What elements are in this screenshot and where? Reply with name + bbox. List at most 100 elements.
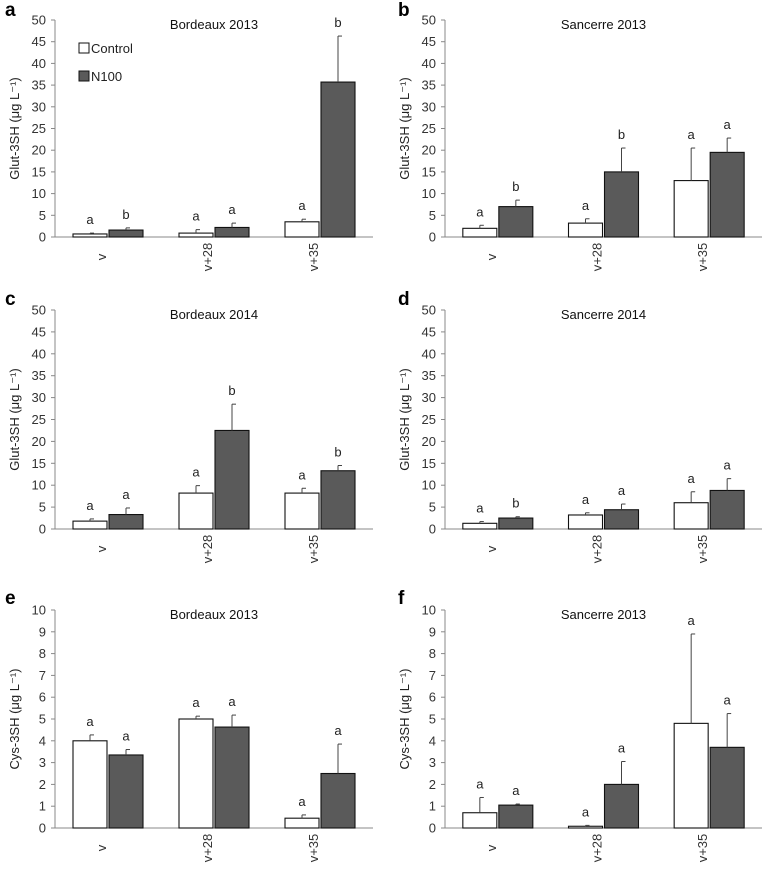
bar-n100-vplus35: [320, 81, 356, 238]
significance-letter: a: [582, 492, 590, 507]
y-tick-label: 20: [32, 434, 46, 449]
y-tick-label: 30: [422, 99, 436, 114]
y-tick-label: 25: [32, 121, 46, 136]
y-tick-label: 20: [422, 434, 436, 449]
y-tick-label: 3: [429, 755, 436, 770]
y-axis-label: Glut-3SH (μg L⁻¹): [7, 77, 22, 179]
x-tick-label: v: [484, 844, 499, 851]
bar-control-vplus35: [673, 180, 709, 238]
x-tick-label: v+28: [590, 535, 605, 564]
y-tick-label: 0: [39, 230, 46, 245]
significance-letter: b: [228, 383, 235, 398]
bar-n100-vplus35: [709, 489, 745, 530]
y-tick-label: 45: [32, 324, 46, 339]
x-tick-label: v+35: [695, 243, 710, 272]
legend-swatch-control: [78, 42, 90, 54]
significance-letter: b: [512, 496, 519, 511]
y-tick-label: 5: [39, 500, 46, 515]
significance-letter: a: [688, 613, 696, 628]
y-tick-label: 0: [429, 522, 436, 537]
bar-n100-vplus35: [709, 151, 745, 238]
significance-letter: a: [618, 483, 626, 498]
significance-letter: a: [724, 117, 732, 132]
legend: Control N100: [78, 41, 133, 84]
bar-n100-vplus28: [603, 171, 640, 238]
y-tick-label: 35: [32, 368, 46, 383]
significance-letter: a: [618, 741, 626, 756]
y-tick-label: 10: [422, 478, 436, 493]
y-tick-label: 5: [429, 712, 436, 727]
x-tick-label: v: [484, 545, 499, 552]
bar-n100-v: [498, 206, 534, 238]
chart-title: Sancerre 2013: [561, 17, 646, 32]
chart-title: Sancerre 2013: [561, 607, 646, 622]
x-tick-label: v+28: [200, 834, 215, 863]
significance-letter: a: [298, 198, 306, 213]
y-tick-label: 25: [422, 412, 436, 427]
y-tick-label: 4: [39, 733, 46, 748]
significance-letter: b: [618, 127, 625, 142]
y-tick-label: 0: [429, 230, 436, 245]
bar-n100-v: [498, 804, 534, 829]
significance-letter: a: [86, 714, 94, 729]
x-tick-label: v+28: [200, 535, 215, 564]
y-tick-label: 2: [429, 777, 436, 792]
bar-control-v: [462, 522, 498, 530]
bar-n100-vplus28: [603, 509, 640, 530]
legend-swatch-n100: [78, 70, 90, 82]
significance-letter: a: [86, 212, 94, 227]
x-tick-label: v+35: [306, 243, 321, 272]
y-tick-label: 6: [39, 690, 46, 705]
y-tick-label: 0: [429, 821, 436, 836]
y-tick-label: 35: [422, 78, 436, 93]
y-tick-label: 25: [32, 412, 46, 427]
y-axis-label: Cys-3SH (μg L⁻¹): [7, 668, 22, 769]
significance-letter: a: [688, 471, 696, 486]
bar-control-vplus35: [673, 722, 709, 829]
legend-label-n100: N100: [91, 69, 122, 84]
y-tick-label: 35: [32, 78, 46, 93]
y-tick-label: 8: [429, 646, 436, 661]
bar-n100-vplus35: [709, 746, 745, 829]
significance-letter: a: [122, 487, 130, 502]
significance-letter: a: [512, 783, 520, 798]
y-tick-label: 30: [422, 390, 436, 405]
y-tick-label: 9: [429, 624, 436, 639]
y-tick-label: 30: [32, 99, 46, 114]
bar-control-vplus28: [567, 222, 604, 238]
significance-letter: a: [476, 776, 484, 791]
x-tick-label: v+35: [695, 834, 710, 863]
bar-control-v: [72, 520, 108, 530]
y-tick-label: 5: [39, 712, 46, 727]
x-tick-label: v+28: [200, 243, 215, 272]
y-axis-label: Glut-3SH (μg L⁻¹): [397, 77, 412, 179]
panel-label: f: [398, 588, 405, 609]
bar-n100-vplus28: [214, 429, 250, 530]
y-tick-label: 10: [422, 186, 436, 201]
significance-letter: a: [582, 804, 590, 819]
y-tick-label: 6: [429, 690, 436, 705]
y-tick-label: 4: [429, 733, 436, 748]
bar-n100-v: [498, 517, 534, 530]
y-tick-label: 5: [39, 208, 46, 223]
bar-control-vplus35: [673, 502, 709, 530]
chart-title: Bordeaux 2014: [170, 307, 258, 322]
y-tick-label: 2: [39, 777, 46, 792]
bar-n100-v: [108, 513, 144, 530]
y-tick-label: 45: [422, 34, 436, 49]
chart-panel-c: c Bordeaux 2014 0 5 10 15 20 25 30 35 40 45 50 Glut-3…: [5, 289, 373, 563]
y-tick-label: 15: [422, 164, 436, 179]
bar-control-vplus35: [284, 221, 320, 238]
y-tick-label: 9: [39, 624, 46, 639]
y-tick-label: 15: [422, 456, 436, 471]
bar-n100-vplus35: [320, 772, 356, 829]
y-tick-label: 5: [429, 208, 436, 223]
chart-panel-d: d Sancerre 2014 0 5 10 15 20 25 30 35 40 45 50 Glut-3…: [397, 289, 762, 563]
bar-n100-v: [108, 754, 144, 829]
y-tick-label: 30: [32, 390, 46, 405]
y-tick-label: 40: [422, 346, 436, 361]
x-tick-label: v+35: [306, 535, 321, 564]
bar-control-vplus35: [284, 817, 320, 829]
bar-n100-vplus28: [603, 783, 640, 829]
chart-title: Bordeaux 2013: [170, 607, 258, 622]
